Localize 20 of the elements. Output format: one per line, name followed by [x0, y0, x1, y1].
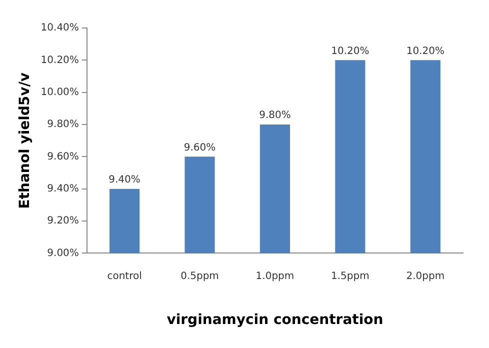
y-tick-label: 9.00%: [47, 248, 79, 259]
x-tick-label: control: [107, 270, 142, 282]
y-axis-title: Ethanol yield5v/v: [17, 72, 34, 209]
x-tick-label: 1.5ppm: [331, 270, 370, 282]
data-label: 10.20%: [406, 46, 444, 57]
data-label: 9.40%: [108, 174, 140, 186]
data-label: 10.20%: [331, 46, 370, 57]
x-tick-label: 2.0ppm: [406, 270, 445, 282]
y-tick-label: 9.60%: [47, 151, 79, 162]
data-label: 9.80%: [259, 110, 291, 122]
y-tick-label: 10.00%: [40, 86, 79, 98]
y-tick-label: 9.40%: [47, 183, 79, 194]
y-tick-label: 9.80%: [47, 119, 79, 130]
y-tick-label: 10.20%: [40, 54, 79, 66]
data-label: 9.60%: [184, 142, 216, 154]
y-tick-label: 10.40%: [40, 22, 79, 34]
x-tick-label: 0.5ppm: [180, 270, 219, 282]
x-axis-title: virginamycin concentration: [166, 312, 384, 328]
y-tick-label: 9.20%: [47, 216, 79, 227]
x-tick-label: 1.0ppm: [256, 270, 294, 282]
